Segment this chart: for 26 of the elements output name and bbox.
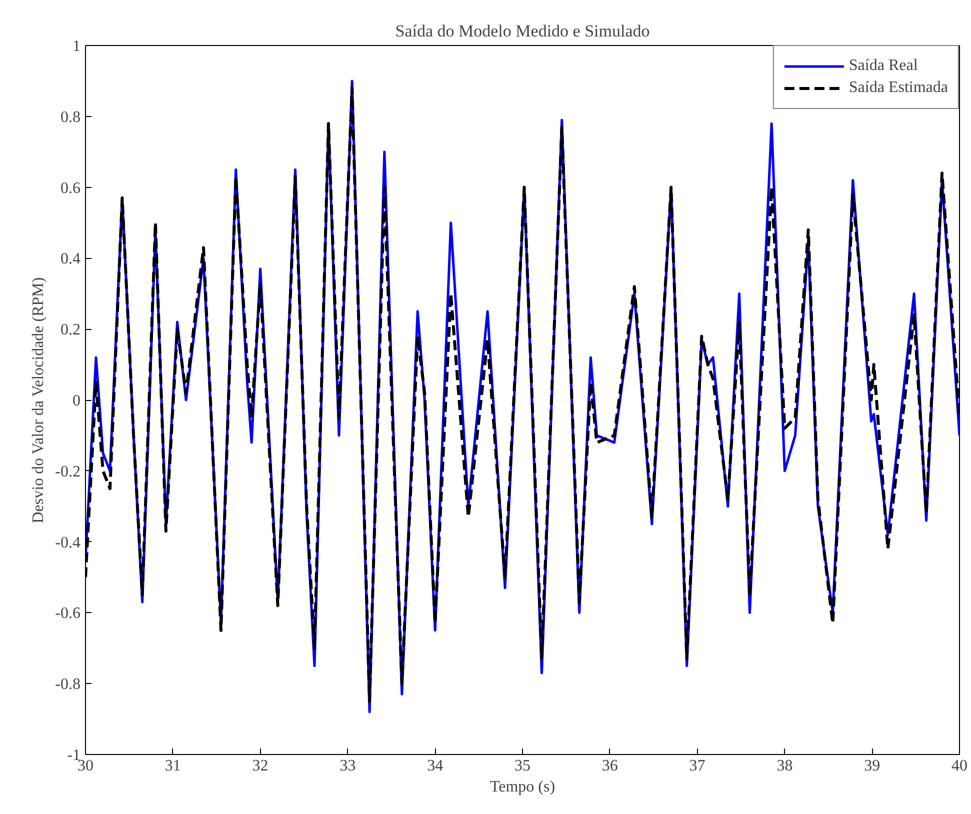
x-tick-label: 32: [252, 758, 268, 774]
x-tick-label: 39: [864, 758, 880, 774]
legend-label: Saída Real: [848, 57, 918, 75]
y-tick-label: 1: [72, 38, 80, 55]
y-tick-label: -0.8: [55, 676, 80, 694]
legend-label: Saída Estimada: [848, 79, 948, 97]
chart-title: Saída do Modelo Medido e Simulado: [395, 22, 650, 40]
y-tick-label: 0.8: [60, 108, 80, 126]
y-tick-label: 0.6: [60, 180, 80, 197]
y-tick-label: 0: [72, 392, 80, 410]
y-tick-label: -0.4: [55, 534, 80, 552]
x-tick-label: 31: [164, 758, 181, 774]
x-tick-label: 35: [514, 758, 530, 774]
y-tick-label: -0.2: [55, 463, 80, 480]
y-tick-label: 0.2: [60, 322, 80, 339]
x-tick-label: 40: [952, 758, 968, 774]
x-tick-label: 36: [602, 758, 618, 774]
y-axis-title: Desvio do Valor da Velocidade (RPM): [30, 277, 48, 524]
x-tick-label: 33: [340, 758, 356, 774]
x-tick-label: 30: [78, 758, 94, 774]
y-tick-label: -0.6: [55, 605, 80, 622]
x-axis-title: Tempo (s): [490, 778, 556, 796]
x-tick-label: 34: [427, 758, 444, 774]
y-tick-label: 0.4: [60, 250, 80, 268]
x-tick-label: 37: [689, 758, 706, 774]
x-tick-label: 38: [776, 758, 793, 774]
